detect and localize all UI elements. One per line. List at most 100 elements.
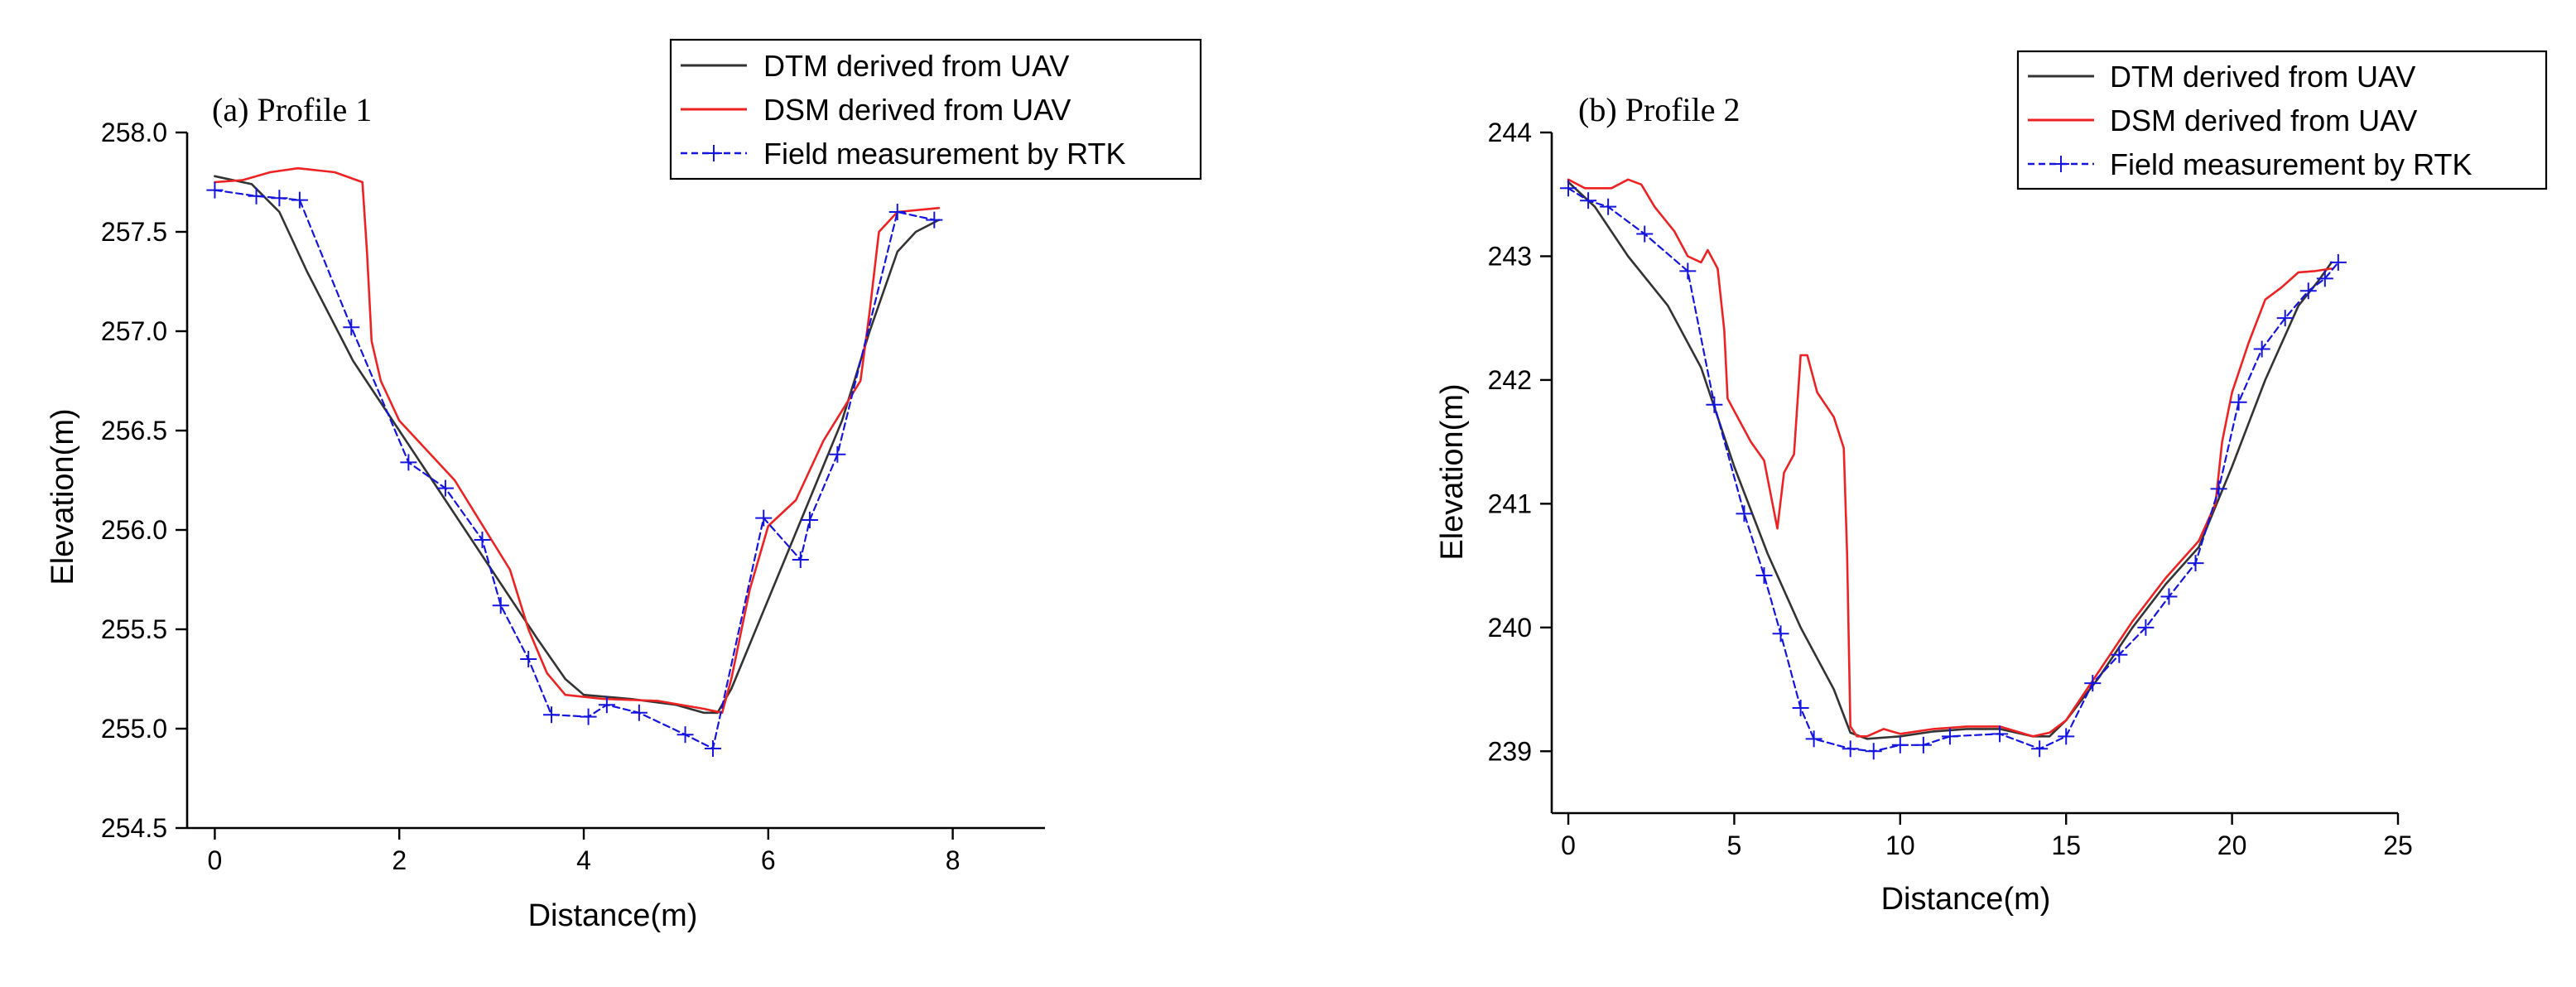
rtk-point-marker bbox=[2137, 619, 2155, 636]
rtk-point-marker bbox=[2316, 270, 2333, 287]
x-tick-label: 0 bbox=[1561, 831, 1576, 860]
rtk-point-marker bbox=[1865, 743, 1882, 760]
legend-label-dsm: DSM derived from UAV bbox=[2110, 104, 2417, 137]
x-tick-label: 20 bbox=[2217, 831, 2247, 860]
rtk-point-marker bbox=[580, 708, 597, 725]
y-tick-label: 240 bbox=[1488, 613, 1532, 643]
series-layer bbox=[206, 166, 943, 757]
rtk-point-marker bbox=[630, 704, 648, 721]
panel-profile-2: (b) Profile 2 0 5 10 15 20 25 239 240 241 242 243 2… bbox=[1435, 50, 2548, 917]
y-axis-title: Elevation(m) bbox=[46, 408, 80, 585]
series-line-dsm bbox=[214, 166, 941, 715]
series-line-dsm bbox=[1567, 178, 2333, 738]
x-tick-label: 6 bbox=[761, 845, 776, 875]
x-tick-label: 25 bbox=[2383, 831, 2413, 860]
series-line-field bbox=[214, 189, 936, 750]
series-line-dtm bbox=[1567, 181, 2333, 740]
x-tick-label: 0 bbox=[208, 845, 223, 875]
rtk-point-marker bbox=[829, 445, 846, 463]
y-tick-label: 255.5 bbox=[101, 614, 167, 644]
x-axis-title: Distance(m) bbox=[528, 898, 698, 933]
rtk-point-marker bbox=[2299, 282, 2317, 300]
y-tick-label: 257.5 bbox=[101, 217, 167, 247]
y-tick-label: 256.0 bbox=[101, 515, 167, 545]
rtk-point-marker bbox=[598, 696, 615, 714]
legend-frame bbox=[2016, 50, 2548, 190]
rtk-point-marker bbox=[400, 454, 417, 471]
legend-label-dtm: DTM derived from UAV bbox=[2110, 60, 2415, 94]
legend-frame bbox=[669, 38, 1202, 181]
panel-title: (b) Profile 2 bbox=[1578, 91, 1741, 128]
y-tick-label: 243 bbox=[1488, 241, 1532, 271]
rtk-point-marker bbox=[436, 479, 454, 497]
rtk-point-marker bbox=[926, 211, 943, 229]
rtk-point-marker bbox=[2031, 740, 2049, 758]
rtk-point-marker bbox=[2276, 310, 2294, 327]
rtk-point-marker bbox=[1891, 736, 1909, 753]
rtk-point-marker bbox=[1941, 728, 1958, 745]
legend: DTM derived from UAV DSM derived from UA… bbox=[2016, 50, 2548, 190]
rtk-point-marker bbox=[801, 512, 818, 528]
rtk-point-marker bbox=[2084, 675, 2102, 692]
panel-title: (a) Profile 1 bbox=[212, 91, 372, 128]
rtk-point-marker bbox=[1580, 192, 1597, 209]
y-tick-label: 239 bbox=[1488, 736, 1532, 766]
rtk-point-marker bbox=[2160, 588, 2178, 605]
rtk-point-marker bbox=[1991, 725, 2009, 743]
rtk-point-marker bbox=[1560, 180, 1577, 197]
legend: DTM derived from UAV DSM derived from UA… bbox=[669, 38, 1202, 181]
y-tick-label: 256.5 bbox=[101, 416, 167, 445]
rtk-point-marker bbox=[2058, 728, 2075, 745]
rtk-point-marker bbox=[1600, 198, 1617, 215]
rtk-point-marker bbox=[1914, 736, 1932, 753]
axes: 0 2 4 6 8 254.5 255.0 255.5 256.0 256.5 257.0 257.5… bbox=[101, 118, 1045, 875]
rtk-point-marker bbox=[677, 726, 694, 744]
rtk-point-marker bbox=[2210, 480, 2227, 498]
rtk-point-marker bbox=[2187, 555, 2204, 572]
rtk-point-marker bbox=[2111, 646, 2128, 663]
y-axis-title: Elevation(m) bbox=[1435, 383, 1470, 560]
legend-label-dtm: DTM derived from UAV bbox=[763, 49, 1069, 83]
legend-label-dsm: DSM derived from UAV bbox=[763, 93, 1071, 127]
y-tick-label: 258.0 bbox=[101, 118, 167, 147]
rtk-point-marker bbox=[1772, 625, 1789, 643]
rtk-point-marker bbox=[2230, 393, 2247, 411]
x-tick-label: 8 bbox=[946, 845, 961, 875]
y-tick-label: 254.5 bbox=[101, 813, 167, 843]
axes: 0 5 10 15 20 25 239 240 241 242 243 244 bbox=[1488, 118, 2413, 860]
rtk-point-marker bbox=[792, 551, 809, 568]
rtk-point-marker bbox=[1792, 699, 1809, 716]
x-tick-label: 4 bbox=[576, 845, 591, 875]
legend-label-rtk: Field measurement by RTK bbox=[763, 137, 1126, 171]
rtk-point-marker bbox=[1736, 505, 1753, 522]
rtk-point-marker bbox=[543, 706, 561, 724]
rtk-point-marker bbox=[343, 319, 360, 336]
legend-label-rtk: Field measurement by RTK bbox=[2110, 147, 2472, 181]
rtk-point-marker bbox=[271, 190, 288, 207]
rtk-point-marker bbox=[1842, 740, 1859, 758]
rtk-point-marker bbox=[474, 532, 491, 548]
y-tick-label: 241 bbox=[1488, 489, 1532, 518]
x-tick-label: 5 bbox=[1727, 831, 1742, 860]
series-layer bbox=[1560, 178, 2347, 760]
rtk-point-marker bbox=[206, 181, 224, 199]
rtk-point-marker bbox=[492, 597, 509, 614]
rtk-point-marker bbox=[1679, 262, 1697, 280]
x-tick-label: 15 bbox=[2051, 831, 2081, 860]
y-tick-label: 242 bbox=[1488, 365, 1532, 395]
rtk-point-marker bbox=[704, 740, 721, 757]
rtk-point-marker bbox=[1755, 567, 1773, 585]
rtk-point-marker bbox=[755, 509, 773, 527]
rtk-point-marker bbox=[2329, 253, 2347, 271]
rtk-point-marker bbox=[248, 187, 265, 205]
rtk-point-marker bbox=[2253, 340, 2270, 358]
x-axis-title: Distance(m) bbox=[1881, 882, 2051, 917]
rtk-point-marker bbox=[888, 204, 906, 220]
x-tick-label: 10 bbox=[1885, 831, 1915, 860]
rtk-point-marker bbox=[520, 651, 537, 667]
panel-profile-1: (a) Profile 1 0 2 4 6 8 254.5 255.0 255.5 256.0 2… bbox=[46, 38, 1202, 933]
rtk-point-marker bbox=[1636, 225, 1654, 243]
rtk-point-marker bbox=[291, 191, 308, 209]
rtk-point-marker bbox=[1706, 396, 1723, 413]
